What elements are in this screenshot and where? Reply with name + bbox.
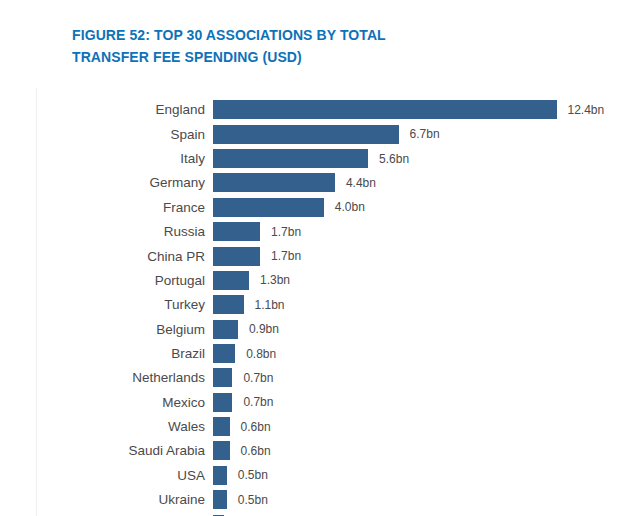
bar xyxy=(213,222,260,241)
chart-row: Belgium 0.9bn xyxy=(0,320,640,339)
chart-row: China PR 1.7bn xyxy=(0,247,640,266)
country-label: Germany xyxy=(0,175,205,190)
chart-row: Germany 4.4bn xyxy=(0,173,640,192)
country-label: Spain xyxy=(0,127,205,142)
value-label: 0.5bn xyxy=(238,468,268,482)
chart-row: Netherlands 0.7bn xyxy=(0,368,640,387)
value-label: 0.9bn xyxy=(249,322,279,336)
value-label: 4.0bn xyxy=(335,200,365,214)
chart-row: Italy 5.6bn xyxy=(0,149,640,168)
country-label: Belgium xyxy=(0,322,205,337)
chart-row: Mexico 0.7bn xyxy=(0,393,640,412)
value-label: 12.4bn xyxy=(568,103,605,117)
country-label: Mexico xyxy=(0,395,205,410)
value-label: 1.3bn xyxy=(260,273,290,287)
country-label: Netherlands xyxy=(0,370,205,385)
value-label: 4.4bn xyxy=(346,176,376,190)
value-label: 1.7bn xyxy=(271,249,301,263)
bar xyxy=(213,344,235,363)
chart-row: Turkey 1.1bn xyxy=(0,295,640,314)
chart-row: Brazil 0.8bn xyxy=(0,344,640,363)
chart-row: Saudi Arabia 0.6bn xyxy=(0,441,640,460)
value-label: 0.6bn xyxy=(241,444,271,458)
bar xyxy=(213,271,249,290)
bar xyxy=(213,368,232,387)
chart-row: Wales 0.6bn xyxy=(0,417,640,436)
country-label: Turkey xyxy=(0,297,205,312)
bar xyxy=(213,441,230,460)
country-label: Portugal xyxy=(0,273,205,288)
bar xyxy=(213,125,399,144)
chart-row: France 4.0bn xyxy=(0,198,640,217)
bar xyxy=(213,417,230,436)
value-label: 0.7bn xyxy=(243,395,273,409)
chart-row: Spain 6.7bn xyxy=(0,125,640,144)
bar xyxy=(213,149,368,168)
value-label: 1.1bn xyxy=(255,298,285,312)
bar xyxy=(213,173,335,192)
chart-row: England 12.4bn xyxy=(0,100,640,119)
country-label: England xyxy=(0,102,205,117)
value-label: 1.7bn xyxy=(271,225,301,239)
chart-row: Russia 1.7bn xyxy=(0,222,640,241)
country-label: China PR xyxy=(0,249,205,264)
value-label: 6.7bn xyxy=(410,127,440,141)
country-label: Saudi Arabia xyxy=(0,443,205,458)
chart-row: Portugal 1.3bn xyxy=(0,271,640,290)
country-label: France xyxy=(0,200,205,215)
chart-row: Ukraine 0.5bn xyxy=(0,490,640,509)
bar xyxy=(213,490,227,509)
country-label: Wales xyxy=(0,419,205,434)
bar xyxy=(213,295,244,314)
bar xyxy=(213,100,557,119)
value-label: 0.8bn xyxy=(246,347,276,361)
figure-title-line1: FIGURE 52: TOP 30 ASSOCIATIONS BY TOTAL xyxy=(72,24,386,46)
bar xyxy=(213,320,238,339)
value-label: 0.5bn xyxy=(238,493,268,507)
value-label: 5.6bn xyxy=(379,152,409,166)
value-label: 0.6bn xyxy=(241,420,271,434)
bar xyxy=(213,247,260,266)
bar xyxy=(213,466,227,485)
bar xyxy=(213,393,232,412)
figure-title: FIGURE 52: TOP 30 ASSOCIATIONS BY TOTAL … xyxy=(72,24,386,68)
country-label: Brazil xyxy=(0,346,205,361)
country-label: USA xyxy=(0,468,205,483)
country-label: Ukraine xyxy=(0,492,205,507)
value-label: 0.7bn xyxy=(243,371,273,385)
figure-title-line2: TRANSFER FEE SPENDING (USD) xyxy=(72,46,386,68)
country-label: Russia xyxy=(0,224,205,239)
report-page: FIGURE 52: TOP 30 ASSOCIATIONS BY TOTAL … xyxy=(0,0,640,516)
bar xyxy=(213,198,324,217)
country-label: Italy xyxy=(0,151,205,166)
chart-row: USA 0.5bn xyxy=(0,466,640,485)
